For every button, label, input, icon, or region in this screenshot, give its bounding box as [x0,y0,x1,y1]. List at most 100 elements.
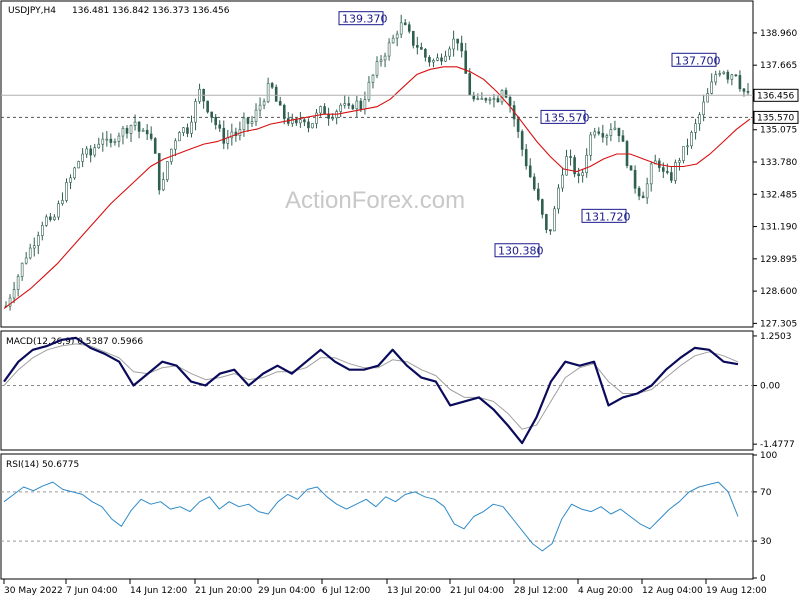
annotation-box [581,208,627,223]
candle-body [8,297,12,307]
candle-body [387,42,391,57]
candle-body [670,172,673,181]
watermark-text: ActionForex.com [285,187,465,214]
candle-body [726,71,730,80]
price-panel [0,0,754,328]
candle-body [528,165,532,178]
candle-body [299,119,302,124]
candle-body [222,127,226,144]
x-tick-label: 30 May 2022 [4,586,63,596]
candle-body [416,45,419,48]
candle-body [629,165,633,171]
x-tick-label: 21 Jul 04:00 [450,586,504,596]
candle-body [89,148,92,156]
candle-body [581,172,584,176]
candle-body [577,173,580,176]
x-tick-label: 19 Aug 12:00 [706,586,767,596]
rsi-tick-label: 100 [760,451,777,461]
candle-body [553,208,556,232]
candle-body [403,22,407,26]
candle-body [254,109,258,122]
annotation-label: 139.370 [342,13,388,26]
candle-body [85,148,88,155]
candle-body [32,245,36,249]
candle-body [436,57,439,61]
candle-body [710,81,713,94]
candle-body [315,112,318,124]
candle-body [395,33,399,39]
annotation-box [338,11,384,26]
candles [4,14,750,311]
candle-body [549,229,552,232]
candle-body [339,104,343,112]
candle-body [674,162,677,181]
candle-body [41,225,44,236]
candle-body [323,106,326,115]
candle-body [319,106,322,114]
annotation-label: 137.700 [675,54,721,67]
candle-body [367,81,371,100]
price-annotations: 139.370 137.700 135.570 131.720 130.380 [338,11,721,258]
macd-panel [0,330,754,451]
candle-body [359,100,363,110]
candle-body [190,121,193,134]
price-tick-label: 135.075 [760,126,797,136]
candle-body [391,37,395,44]
candle-body [541,199,544,215]
candle-body [113,140,117,143]
level-line: 135.570 [1,110,799,124]
candle-body [246,117,250,124]
x-tick-label: 28 Jul 12:00 [514,586,568,596]
candle-body [565,156,568,176]
macd-signal-line [3,343,739,430]
candle-body [311,123,314,129]
candle-body [597,131,601,134]
candle-body [282,104,286,119]
candle-body [109,138,113,143]
candle-body [218,124,222,129]
rsi-main-line [3,481,739,552]
candle-body [561,174,564,189]
candle-body [214,116,218,126]
candle-body [585,154,588,174]
candle-body [117,135,121,142]
rsi-tick-label: 30 [760,537,772,547]
level-price-box [753,110,799,124]
candle-body [432,60,435,63]
candle-body [476,98,480,100]
macd-main-line [3,336,739,445]
candle-body [182,127,185,133]
x-tick-label: 14 Jun 12:00 [130,586,187,596]
x-tick-label: 29 Jun 04:00 [258,586,315,596]
candle-body [363,99,367,110]
candle-body [645,183,649,199]
candle-body [690,132,693,147]
candle-body [307,121,310,129]
price-tick-label: 137.665 [760,61,797,71]
candle-body [411,30,415,46]
candle-body [61,200,64,204]
macd-tick-label: 1.2503 [760,332,792,342]
macd-tick-label: -1.4777 [760,440,795,450]
candle-body [662,167,665,172]
candle-body [718,73,722,75]
candle-body [589,134,593,156]
candle-body [488,98,492,101]
candle-body [621,135,625,142]
candle-body [303,119,306,123]
candle-body [601,133,605,138]
candle-body [520,131,524,150]
candle-body [105,138,109,141]
candle-body [149,133,153,139]
macd-title: MACD(12,26,9) 0.5387 0.5966 [6,337,143,347]
price-y-axis: 138.960137.665136.370135.075133.780132.4… [753,29,797,329]
candle-body [492,98,496,100]
candle-body [714,74,718,83]
candle-body [226,137,230,144]
candle-body [343,103,347,106]
candle-body [121,128,125,137]
macd-tick-label: 0.00 [760,382,780,392]
candle-body [81,153,84,162]
candle-body [444,55,447,62]
candle-body [738,75,742,90]
